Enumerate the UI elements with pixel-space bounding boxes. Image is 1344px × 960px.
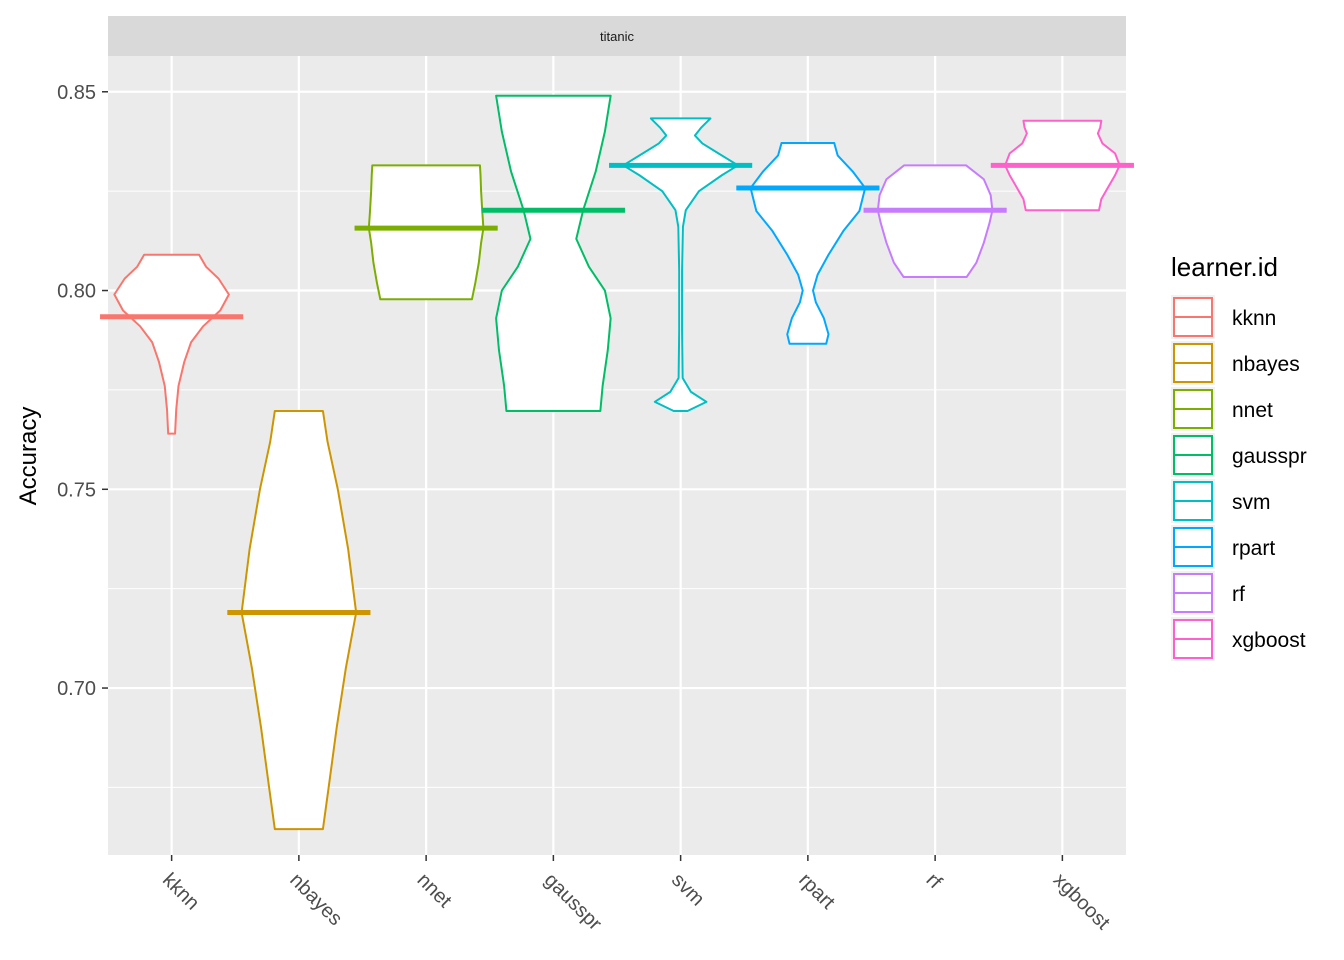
violin-rpart bbox=[749, 142, 867, 345]
legend-label: nnet bbox=[1232, 399, 1273, 422]
violin-kknn bbox=[113, 253, 230, 435]
x-tick-label: gausspr bbox=[540, 869, 606, 935]
y-tick-label: 0.75 bbox=[57, 479, 96, 501]
x-tick-label: kknn bbox=[158, 869, 203, 914]
y-tick-label: 0.70 bbox=[57, 678, 96, 700]
legend-label: gausspr bbox=[1232, 445, 1307, 468]
violin-svm bbox=[622, 117, 739, 412]
legend-label: rpart bbox=[1232, 537, 1275, 560]
legend-item-gausspr: gausspr bbox=[1171, 433, 1307, 477]
y-axis-title: Accuracy bbox=[15, 407, 42, 506]
violin-nbayes bbox=[240, 409, 358, 831]
violin-rf bbox=[876, 164, 994, 279]
legend-item-kknn: kknn bbox=[1171, 295, 1276, 339]
violin-nnet bbox=[367, 164, 485, 301]
x-tick-label: svm bbox=[667, 869, 708, 910]
violins bbox=[100, 94, 1134, 831]
legend-label: svm bbox=[1232, 491, 1271, 514]
legend-item-svm: svm bbox=[1171, 479, 1271, 523]
y-tick-label: 0.80 bbox=[57, 281, 96, 303]
x-axis: kknn nbayes nnet gausspr svm rpart rf xgboost bbox=[158, 855, 1114, 935]
legend-item-rf: rf bbox=[1171, 571, 1245, 615]
legend-item-rpart: rpart bbox=[1171, 525, 1275, 569]
legend-label: xgboost bbox=[1232, 629, 1306, 652]
x-tick-label: rf bbox=[922, 869, 947, 894]
legend-item-nnet: nnet bbox=[1171, 387, 1273, 431]
x-tick-label: xgboost bbox=[1049, 869, 1114, 934]
x-tick-label: nbayes bbox=[285, 869, 346, 930]
x-tick-label: nnet bbox=[413, 869, 456, 912]
legend-item-nbayes: nbayes bbox=[1171, 341, 1300, 385]
y-axis: 0.70 0.75 0.80 0.85 bbox=[57, 82, 108, 700]
legend-item-xgboost: xgboost bbox=[1171, 617, 1306, 661]
violin-gausspr bbox=[495, 94, 612, 412]
legend-label: kknn bbox=[1232, 307, 1276, 330]
legend-label: nbayes bbox=[1232, 353, 1300, 376]
facet-strip-label: titanic bbox=[600, 29, 634, 44]
y-tick-label: 0.85 bbox=[57, 82, 96, 104]
legend-label: rf bbox=[1232, 583, 1245, 606]
legend: learner.id kknn nbayes nnet gausspr svm rpart… bbox=[1171, 252, 1307, 661]
x-tick-label: rpart bbox=[794, 869, 839, 914]
facet-strip bbox=[108, 16, 1126, 56]
legend-title: learner.id bbox=[1171, 252, 1278, 282]
